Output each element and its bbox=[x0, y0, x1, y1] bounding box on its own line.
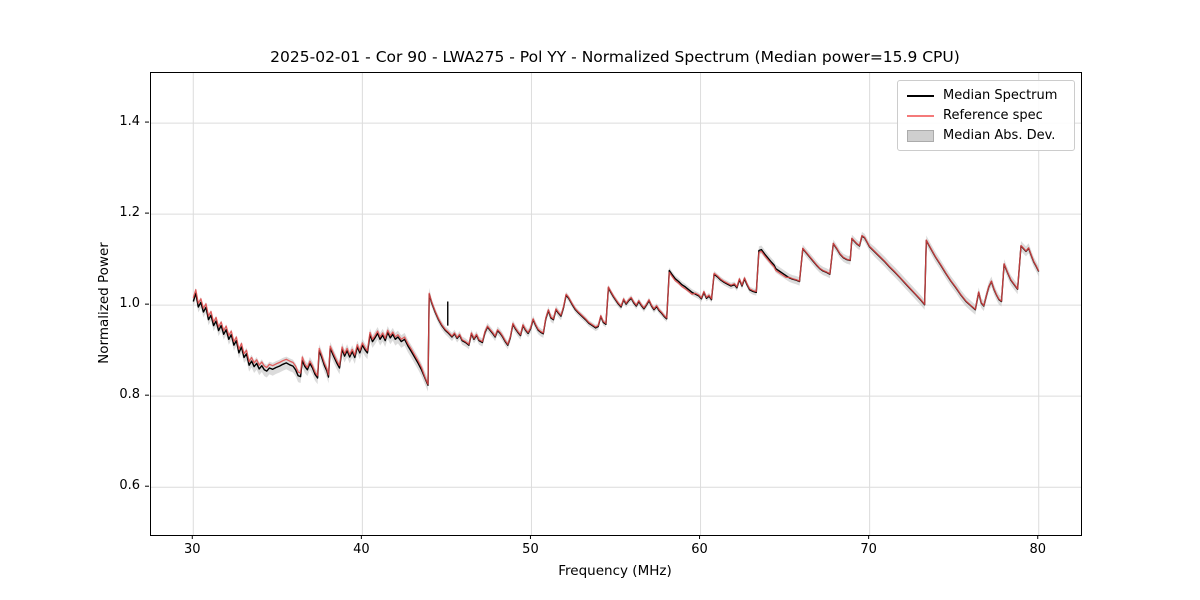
legend: Median Spectrum Reference spec Median Ab… bbox=[897, 80, 1075, 151]
median-spectrum-line bbox=[192, 235, 1040, 386]
x-tick-label: 50 bbox=[522, 542, 539, 557]
plot-frame bbox=[150, 72, 1082, 536]
legend-line-swatch-black bbox=[907, 94, 934, 97]
y-tick-label: 1.2 bbox=[119, 205, 140, 221]
y-tick-label: 0.8 bbox=[119, 387, 140, 403]
x-tick-label: 80 bbox=[1029, 542, 1046, 557]
plot-canvas bbox=[151, 73, 1081, 535]
y-tick-label: 1.0 bbox=[119, 296, 140, 312]
y-tick-label: 1.4 bbox=[119, 114, 140, 130]
legend-item-reference-spec: Reference spec bbox=[907, 108, 1064, 123]
y-tick-label: 0.6 bbox=[119, 478, 140, 494]
reference-spec-line bbox=[192, 234, 1040, 385]
legend-item-median-spectrum: Median Spectrum bbox=[907, 88, 1064, 103]
x-tick-label: 40 bbox=[353, 542, 370, 557]
legend-item-median-abs-dev: Median Abs. Dev. bbox=[907, 128, 1064, 143]
x-tick-label: 60 bbox=[691, 542, 708, 557]
mad-band bbox=[193, 231, 1039, 392]
x-tick-label: 30 bbox=[183, 542, 201, 557]
legend-label: Median Abs. Dev. bbox=[943, 128, 1056, 143]
legend-patch-swatch-gray bbox=[907, 129, 934, 142]
legend-line-swatch-red bbox=[907, 114, 934, 117]
x-tick-label: 70 bbox=[860, 542, 877, 557]
legend-label: Reference spec bbox=[943, 108, 1043, 123]
chart-title: 2025-02-01 - Cor 90 - LWA275 - Pol YY - … bbox=[270, 48, 960, 66]
legend-label: Median Spectrum bbox=[943, 88, 1058, 103]
x-axis-label: Frequency (MHz) bbox=[558, 563, 672, 579]
